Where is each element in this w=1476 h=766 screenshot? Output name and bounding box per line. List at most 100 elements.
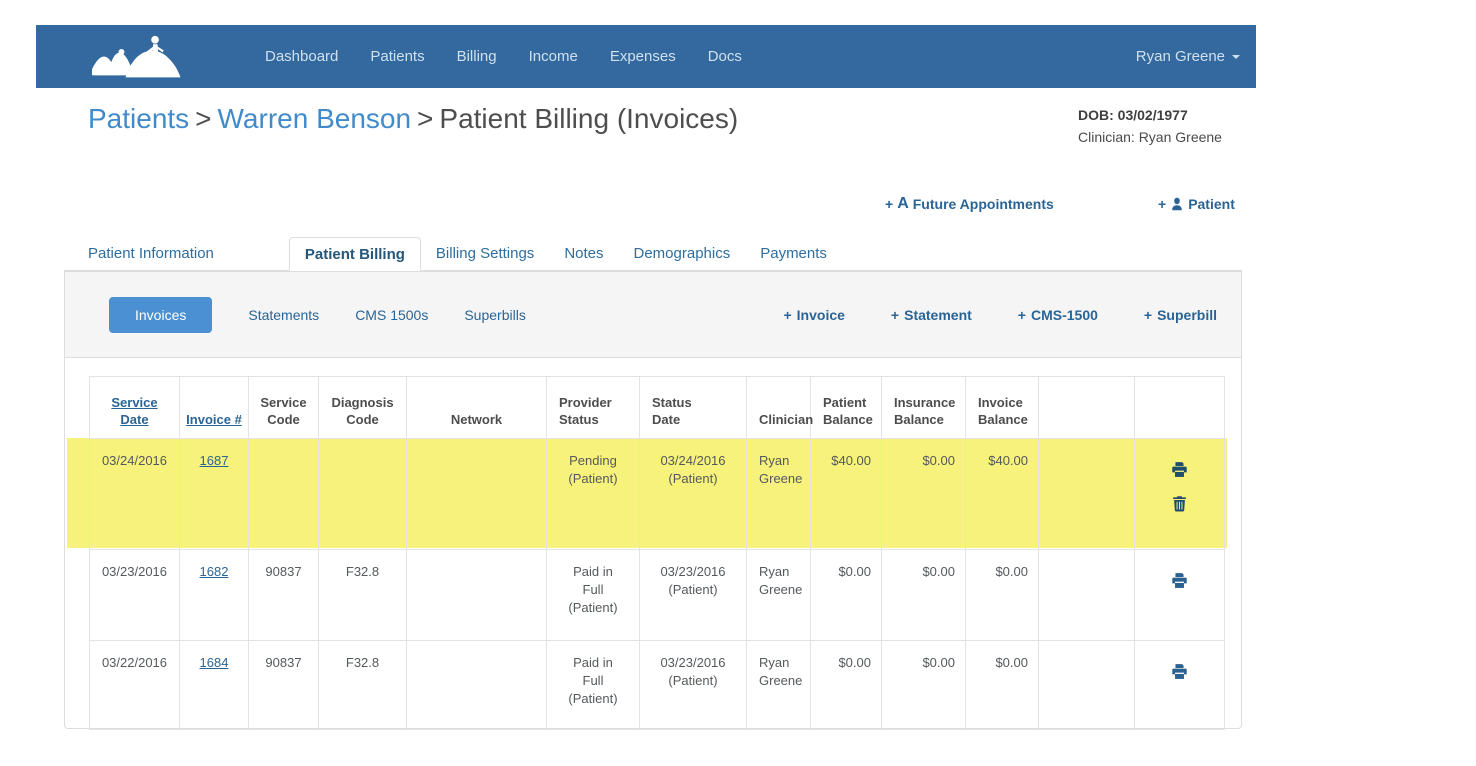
appointments-a-icon: A <box>897 195 909 212</box>
person-icon <box>1172 197 1182 211</box>
col-network: Network <box>406 376 547 439</box>
col-patient-balance: Patient Balance <box>810 376 882 439</box>
cell-spacer <box>1038 549 1135 641</box>
col-actions <box>1134 376 1225 439</box>
add-superbill-link[interactable]: + Superbill <box>1144 307 1217 323</box>
cell-service-date: 03/23/2016 <box>89 549 180 641</box>
print-icon <box>1172 462 1187 477</box>
invoice-link[interactable]: 1687 <box>199 453 229 468</box>
cell-service-date: 03/24/2016 <box>89 438 180 550</box>
breadcrumb-patients-link[interactable]: Patients <box>88 103 190 134</box>
tab-patient-information[interactable]: Patient Information <box>88 245 214 262</box>
plus-icon: + <box>1017 306 1026 323</box>
plus-icon: + <box>783 306 792 323</box>
nav-item-expenses[interactable]: Expenses <box>609 48 676 65</box>
user-menu[interactable]: Ryan Greene <box>1136 25 1240 88</box>
add-cms-1500-label: CMS-1500 <box>1030 306 1098 323</box>
print-invoice-button[interactable] <box>1171 663 1188 680</box>
add-patient-label: Patient <box>1188 196 1235 212</box>
top-navbar: Dashboard Patients Billing Income Expens… <box>36 25 1256 88</box>
cell-provider-status: Paid in Full (Patient) <box>546 549 640 641</box>
cell-network <box>406 438 547 550</box>
cell-service-code: 90837 <box>248 640 319 730</box>
col-diagnosis-code: Diagnosis Code <box>318 376 407 439</box>
col-service-code: Service Code <box>248 376 319 439</box>
cell-invoice-balance: $0.00 <box>965 549 1039 641</box>
add-invoice-label: Invoice <box>796 306 845 323</box>
tab-billing-settings[interactable]: Billing Settings <box>435 245 535 262</box>
cell-invoice-balance: $40.00 <box>965 438 1039 550</box>
delete-invoice-button[interactable] <box>1171 495 1188 512</box>
cell-invoice-balance: $0.00 <box>965 640 1039 730</box>
cell-invoice-number: 1687 <box>179 438 249 550</box>
add-invoice-link[interactable]: + Invoice <box>783 307 844 323</box>
col-invoice-number: Invoice # <box>179 376 249 439</box>
invoice-row: 03/22/2016 1684 90837 F32.8 Paid in Full… <box>89 640 1225 730</box>
cell-patient-balance: $0.00 <box>810 549 882 641</box>
cell-insurance-balance: $0.00 <box>881 549 966 641</box>
add-cms-1500-link[interactable]: + CMS-1500 <box>1018 307 1098 323</box>
add-superbill-label: Superbill <box>1157 306 1217 323</box>
col-clinician: Clinician <box>746 376 813 439</box>
tab-demographics[interactable]: Demographics <box>633 245 731 262</box>
patient-billing-panel: Invoices Statements CMS 1500s Superbills… <box>64 271 1242 730</box>
add-patient-link[interactable]: + Patient <box>1158 196 1235 212</box>
tab-patient-billing[interactable]: Patient Billing <box>288 237 421 271</box>
nav-item-income[interactable]: Income <box>528 48 578 65</box>
print-invoice-button[interactable] <box>1171 461 1188 478</box>
create-links: + Invoice + Statement + CMS-1500 + Superbill <box>783 307 1241 323</box>
cell-spacer <box>1038 640 1135 730</box>
chevron-down-icon <box>1232 54 1240 59</box>
print-invoice-button[interactable] <box>1171 572 1188 589</box>
breadcrumb-current: Patient Billing (Invoices) <box>439 103 739 134</box>
print-icon <box>1172 664 1187 679</box>
cell-spacer <box>1038 438 1135 550</box>
nav-item-docs[interactable]: Docs <box>707 48 742 65</box>
table-header-row: Service Date Invoice # Service Code Diag… <box>89 376 1225 439</box>
future-appointments-label: Future Appointments <box>912 196 1054 212</box>
sort-invoice-number-link[interactable]: Invoice # <box>186 412 242 427</box>
invoice-link[interactable]: 1682 <box>199 564 229 579</box>
cell-provider-status: Pending (Patient) <box>546 438 640 550</box>
cms-1500s-view-link[interactable]: CMS 1500s <box>355 306 429 323</box>
plus-icon: + <box>885 196 894 212</box>
cell-status-date: 03/23/2016 (Patient) <box>639 549 747 641</box>
add-statement-label: Statement <box>904 306 972 323</box>
cell-patient-balance: $40.00 <box>810 438 882 550</box>
nav-item-patients[interactable]: Patients <box>370 48 425 65</box>
cell-status-date: 03/23/2016 (Patient) <box>639 640 747 730</box>
invoices-table: Service Date Invoice # Service Code Diag… <box>89 376 1225 730</box>
cell-insurance-balance: $0.00 <box>881 640 966 730</box>
statements-view-link[interactable]: Statements <box>248 306 320 323</box>
plus-icon: + <box>1158 196 1167 212</box>
cell-actions <box>1134 549 1225 641</box>
nav-item-billing[interactable]: Billing <box>456 48 497 65</box>
invoice-row-highlighted: 03/24/2016 1687 Pending (Patient) 03/24/… <box>89 438 1225 550</box>
breadcrumb-separator: > <box>195 103 212 134</box>
invoice-link[interactable]: 1684 <box>199 655 229 670</box>
tab-payments[interactable]: Payments <box>760 245 827 262</box>
cell-invoice-number: 1684 <box>179 640 249 730</box>
col-invoice-balance: Invoice Balance <box>965 376 1039 439</box>
superbills-view-link[interactable]: Superbills <box>464 306 526 323</box>
trash-icon <box>1173 496 1186 512</box>
sort-service-date-link[interactable]: Service Date <box>111 395 158 427</box>
billing-views-toolbar: Invoices Statements CMS 1500s Superbills… <box>65 272 1241 358</box>
breadcrumb-patient-name-link[interactable]: Warren Benson <box>217 103 412 134</box>
cell-invoice-number: 1682 <box>179 549 249 641</box>
invoice-row: 03/23/2016 1682 90837 F32.8 Paid in Full… <box>89 549 1225 641</box>
add-statement-link[interactable]: + Statement <box>891 307 972 323</box>
cell-network <box>406 640 547 730</box>
cell-actions <box>1134 640 1225 730</box>
nav-item-dashboard[interactable]: Dashboard <box>265 48 339 65</box>
print-icon <box>1172 573 1187 588</box>
app-logo-icon <box>92 35 181 78</box>
breadcrumb-separator: > <box>417 103 434 134</box>
invoices-view-button[interactable]: Invoices <box>109 296 213 333</box>
tab-notes[interactable]: Notes <box>564 245 604 262</box>
cell-patient-balance: $0.00 <box>810 640 882 730</box>
cell-diagnosis-code: F32.8 <box>318 549 407 641</box>
cell-service-code: 90837 <box>248 549 319 641</box>
add-future-appointments-link[interactable]: + A Future Appointments <box>885 195 1054 213</box>
invoices-table-wrap: Service Date Invoice # Service Code Diag… <box>89 376 1225 730</box>
